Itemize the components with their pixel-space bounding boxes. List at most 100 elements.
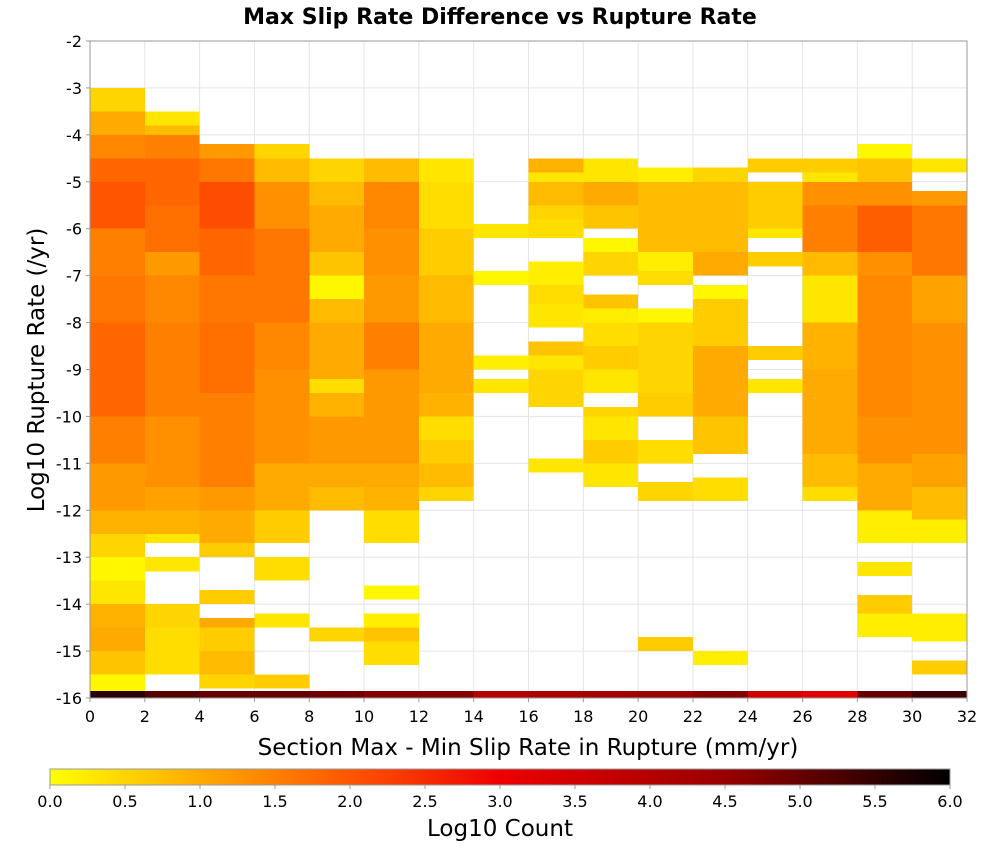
colorbar-tick-label: 2.5 (412, 792, 437, 811)
x-tick-label: 28 (847, 707, 867, 726)
x-tick-label: 26 (792, 707, 812, 726)
heatmap-cell (692, 299, 748, 347)
heatmap-cell (528, 355, 584, 370)
x-tick-label: 8 (304, 707, 314, 726)
heatmap-cell (254, 369, 310, 464)
heatmap-cell (364, 463, 419, 487)
heatmap-cell (528, 458, 584, 473)
x-tick-label: 2 (140, 707, 150, 726)
heatmap-cell (309, 690, 365, 698)
heatmap-cell (254, 322, 310, 370)
heatmap-cell (528, 181, 584, 206)
heatmap-cell (418, 322, 474, 393)
heatmap-cell (638, 392, 693, 417)
heatmap-cell (912, 660, 967, 675)
heatmap-cell (638, 252, 693, 271)
y-tick-label: -12 (56, 501, 82, 520)
heatmap-cell (857, 275, 913, 417)
heatmap-cell (364, 641, 419, 666)
heatmap-cell (254, 613, 310, 628)
heatmap-cell (90, 580, 145, 605)
colorbar-tick-label: 4.5 (712, 792, 737, 811)
heatmap-cell (802, 486, 858, 501)
heatmap-cell (309, 627, 365, 642)
heatmap-cell (90, 463, 145, 511)
heatmap-cell (90, 510, 145, 534)
heatmap-cell (692, 690, 748, 698)
heatmap-cell (912, 158, 967, 173)
x-tick-label: 6 (249, 707, 259, 726)
heatmap-cell (528, 285, 584, 304)
heatmap-cell (747, 690, 803, 698)
heatmap-cell (747, 252, 803, 267)
heatmap-cell (418, 416, 474, 440)
heatmap-cell (309, 392, 365, 417)
x-axis-label: Section Max - Min Slip Rate in Rupture (… (258, 735, 799, 761)
heatmap-cell (747, 346, 803, 361)
heatmap-cell (199, 158, 255, 182)
heatmap-cell (638, 636, 693, 652)
colorbar-tick-label: 4.0 (637, 792, 662, 811)
heatmap-cell (802, 690, 858, 698)
heatmap-cell (912, 191, 967, 206)
y-tick-label: -10 (56, 407, 82, 426)
heatmap-cell (528, 369, 584, 393)
heatmap-cell (199, 674, 255, 689)
chart-title: Max Slip Rate Difference vs Rupture Rate (243, 5, 757, 30)
colorbar-tick-label: 2.0 (337, 792, 362, 811)
heatmap-cell (583, 463, 639, 487)
y-tick-label: -2 (66, 32, 82, 51)
heatmap-cell (583, 238, 639, 253)
heatmap-cell (747, 158, 803, 173)
heatmap-cell (90, 533, 145, 558)
heatmap-cell (912, 322, 967, 454)
colorbar-tick-label: 1.0 (187, 792, 212, 811)
heatmap-cell (638, 439, 693, 464)
colorbar-tick-label: 5.5 (862, 792, 887, 811)
heatmap-cell (692, 346, 748, 417)
heatmap-cell (857, 561, 913, 576)
y-axis-label: Log10 Rupture Rate (/yr) (24, 228, 50, 513)
colorbar-tick-label: 1.5 (262, 792, 287, 811)
heatmap-cell (144, 557, 200, 572)
heatmap-cell (528, 172, 584, 182)
heatmap-cell (309, 252, 365, 276)
heatmap-cell (254, 690, 310, 698)
heatmap-cell (418, 486, 474, 501)
heatmap-cell (692, 252, 748, 276)
heatmap-cell (528, 219, 584, 239)
colorbar (49, 768, 951, 786)
x-tick-label: 22 (683, 707, 703, 726)
heatmap-cell (199, 543, 255, 558)
heatmap-cell (583, 252, 639, 276)
heatmap-cell (528, 392, 584, 408)
heatmap-cell (309, 299, 365, 323)
heatmap-cell (364, 158, 419, 182)
heatmap-cell (747, 181, 803, 229)
heatmap-cell (144, 416, 200, 487)
heatmap-cell (309, 378, 365, 393)
heatmap-cell (364, 275, 419, 323)
heatmap-cell (144, 533, 200, 544)
heatmap-cell (528, 303, 584, 328)
heatmap-cell (254, 674, 310, 689)
heatmap-cell (90, 651, 145, 675)
heatmap-cell (199, 651, 255, 675)
heatmap-cell (418, 181, 474, 229)
heatmap-cell (912, 519, 967, 544)
heatmap-bottom-row (90, 690, 967, 698)
colorbar-tick-label: 3.0 (487, 792, 512, 811)
heatmap-cell (199, 181, 255, 229)
heatmap-cell (528, 690, 584, 698)
heatmap-cell (583, 158, 639, 182)
y-tick-label: -16 (56, 689, 82, 708)
y-tick-label: -8 (66, 314, 82, 333)
heatmap-cell (309, 275, 365, 300)
heatmap-cell (309, 416, 365, 464)
colorbar-tick-label: 0.0 (37, 792, 62, 811)
heatmap-cell (583, 205, 639, 229)
heatmap-cell (857, 613, 913, 637)
heatmap-cell (912, 690, 967, 698)
heatmap-cell (199, 322, 255, 393)
heatmap-cell (638, 270, 693, 286)
